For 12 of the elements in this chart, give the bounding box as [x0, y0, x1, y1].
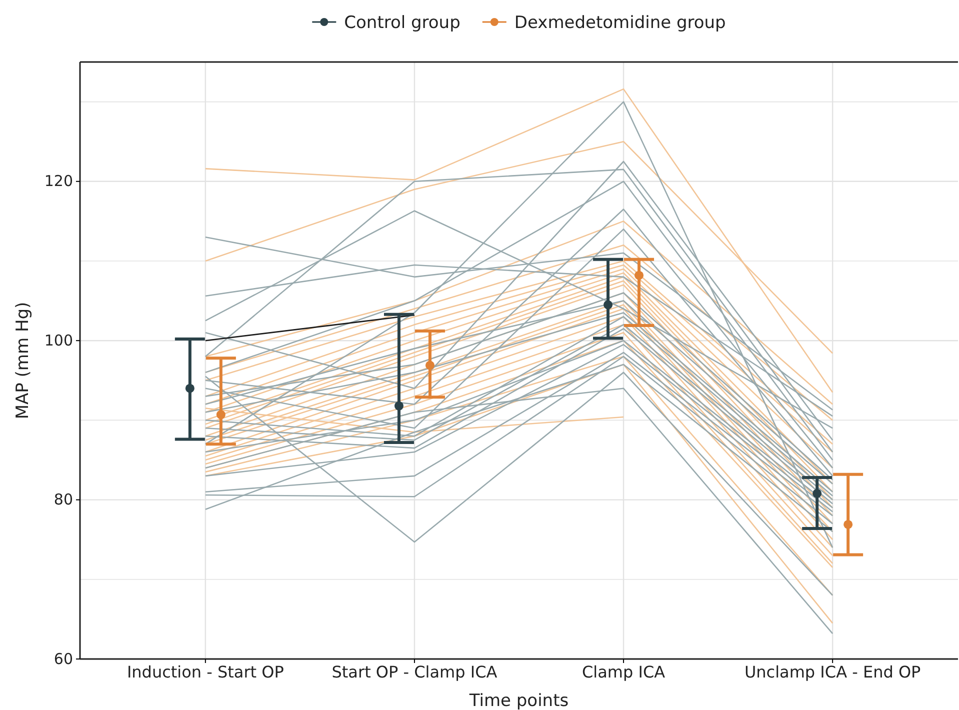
- x-axis-title: Time points: [468, 691, 569, 710]
- x-tick-label: Unclamp ICA - End OP: [744, 662, 922, 682]
- legend-label: Control group: [344, 13, 460, 33]
- y-axis-title: MAP (mm Hg): [13, 302, 33, 420]
- y-tick-label: 120: [44, 172, 73, 190]
- y-tick-label: 60: [54, 650, 73, 668]
- x-tick-label: Clamp ICA: [582, 662, 666, 682]
- legend-label: Dexmedetomidine group: [514, 13, 726, 33]
- y-tick-label: 80: [54, 490, 73, 509]
- x-tick-label: Start OP - Clamp ICA: [332, 662, 498, 682]
- x-tick-label: Induction - Start OP: [126, 662, 284, 682]
- y-tick-label: 100: [44, 331, 73, 350]
